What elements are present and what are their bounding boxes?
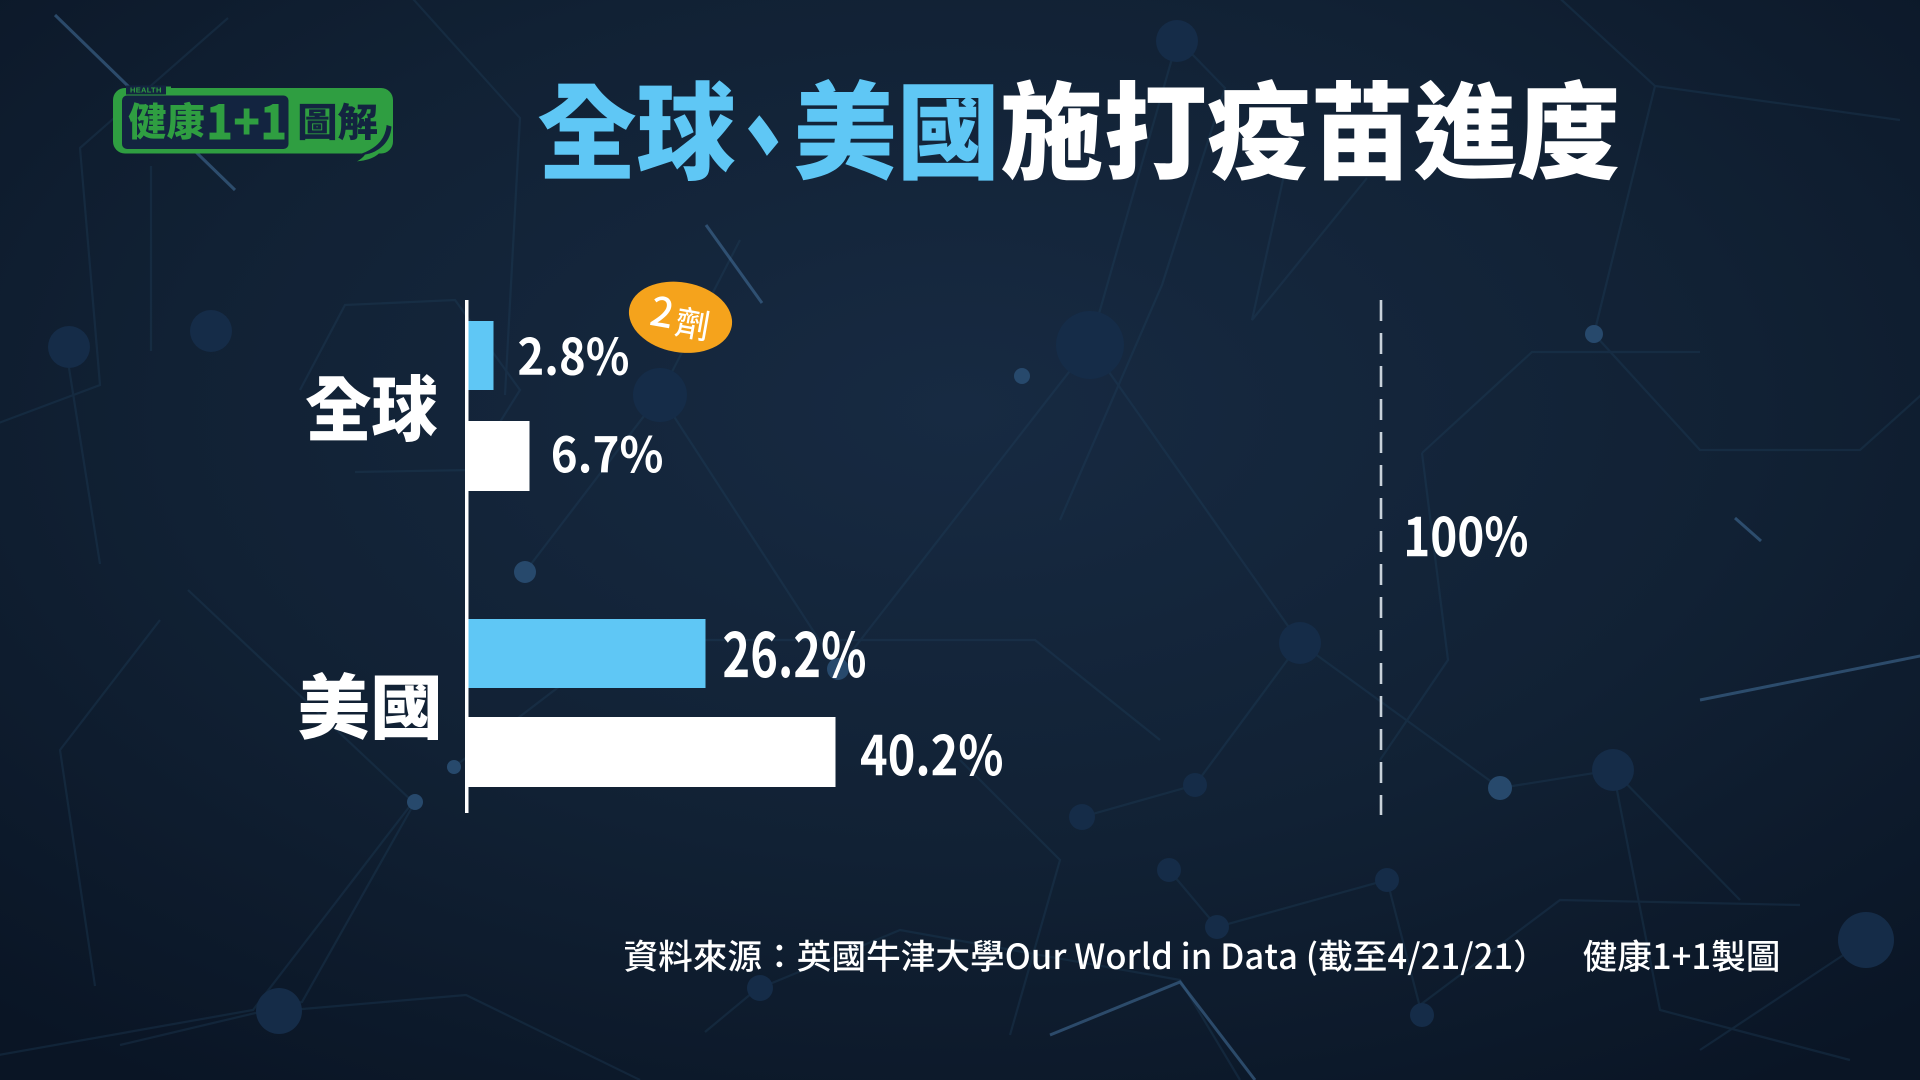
svg-text:HEALTH: HEALTH [130, 86, 162, 95]
